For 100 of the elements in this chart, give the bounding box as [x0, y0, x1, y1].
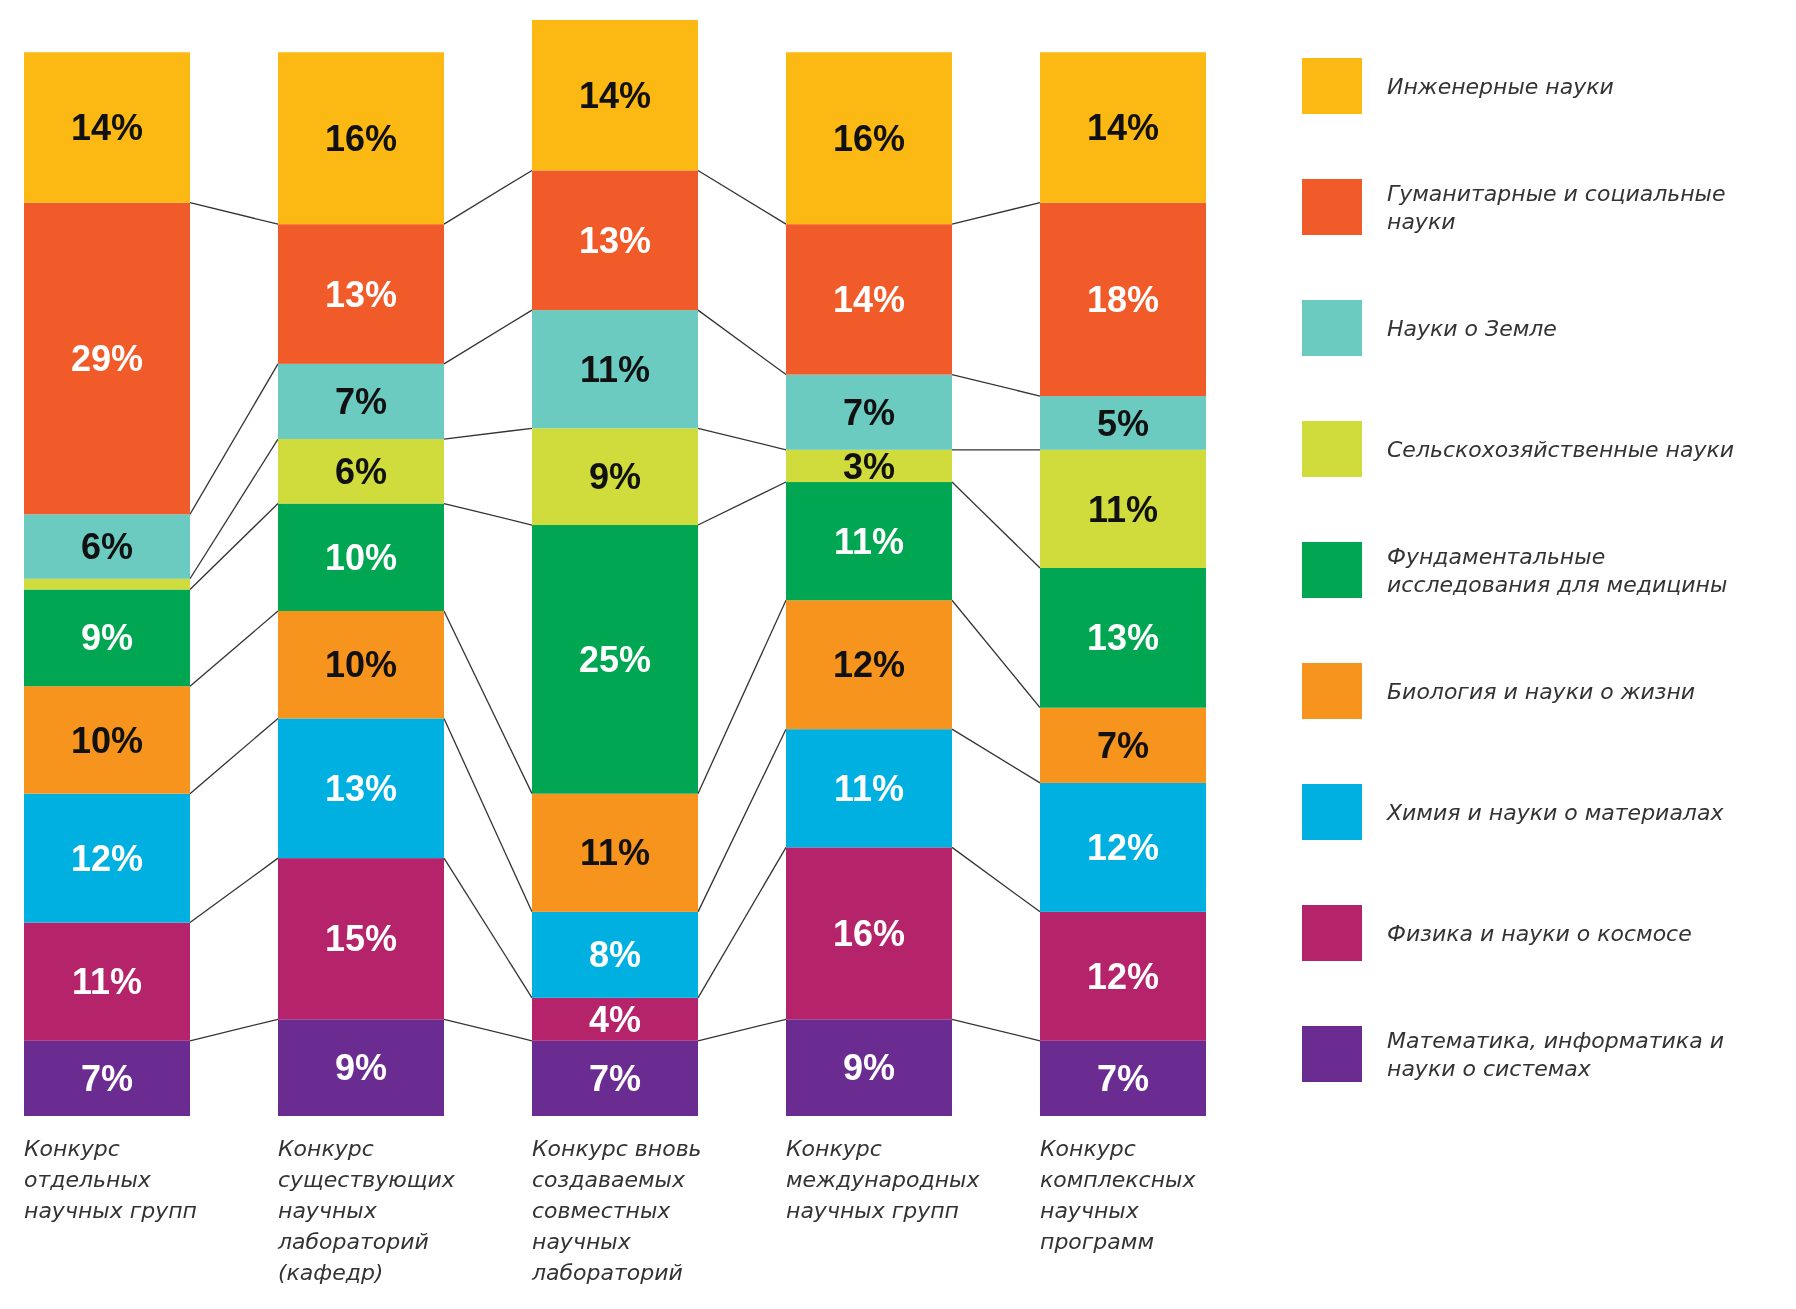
- bar: [24, 202, 190, 515]
- bar: [1040, 707, 1206, 783]
- text: Биология и науки о жизни: [1387, 678, 1696, 704]
- data-label: 10%: [324, 644, 398, 686]
- data-label: 14%: [832, 278, 906, 320]
- bar: [278, 503, 444, 611]
- data-label: 15%: [324, 918, 398, 960]
- bar: [532, 310, 698, 429]
- bar: [24, 514, 190, 579]
- bar: [532, 170, 698, 311]
- bar: [532, 428, 698, 526]
- bar: [278, 610, 444, 719]
- text: Фундаментальные исследования для медицины: [1387, 543, 1728, 597]
- data-label: 12%: [70, 837, 144, 879]
- data-label: 14%: [1086, 107, 1160, 149]
- data-label: 11%: [1087, 488, 1159, 530]
- data-label: 7%: [842, 391, 896, 433]
- data-label: 11%: [579, 832, 651, 874]
- bar: [1040, 396, 1206, 450]
- text: Гуманитарные и социальные науки: [1387, 180, 1726, 234]
- bar: [278, 363, 444, 440]
- text: Сельскохозяйственные науки: [1387, 436, 1735, 462]
- data-label: 16%: [832, 117, 906, 159]
- data-label: 6%: [80, 526, 134, 568]
- data-label: 14%: [578, 74, 652, 116]
- bar: [786, 52, 952, 225]
- bar: [278, 224, 444, 364]
- bar: [1040, 449, 1206, 568]
- bar: [278, 52, 444, 225]
- data-label: 10%: [324, 536, 398, 578]
- data-label: 9%: [588, 456, 642, 498]
- bar: [24, 686, 190, 794]
- data-label: 7%: [588, 1057, 642, 1099]
- bar: [532, 997, 698, 1041]
- bar: [278, 718, 444, 859]
- bar: [24, 52, 190, 203]
- bar: [24, 589, 190, 687]
- x-tick-label: Конкурс международных научных групп: [786, 1136, 981, 1223]
- bar: [786, 482, 952, 601]
- data-label: 4%: [588, 998, 642, 1040]
- data-label: 5%: [1096, 402, 1150, 444]
- data-label: 9%: [80, 617, 134, 659]
- bar: [532, 793, 698, 912]
- text: Науки о Земле: [1387, 315, 1557, 341]
- data-label: 18%: [1086, 278, 1160, 320]
- data-label: 12%: [1086, 826, 1160, 868]
- x-tick-label: Конкурс вновь создаваемых совместных научных лабораторий: [531, 1136, 702, 1285]
- data-label: 12%: [832, 644, 906, 686]
- data-label: 12%: [1086, 955, 1160, 997]
- bar: [532, 1040, 698, 1116]
- bar: [532, 20, 698, 171]
- data-label: 14%: [70, 107, 144, 149]
- bar: [1040, 911, 1206, 1041]
- x-tick-label: Конкурс комплексных научных программ: [1040, 1136, 1197, 1254]
- data-label: 3%: [842, 445, 896, 487]
- bar: [1040, 782, 1206, 912]
- bar: [786, 600, 952, 730]
- bar: [786, 729, 952, 848]
- bar: [24, 1040, 190, 1116]
- bar: [278, 1019, 444, 1116]
- bar: [786, 1019, 952, 1116]
- data-label: 13%: [324, 767, 398, 809]
- bar: [1040, 52, 1206, 203]
- data-label: 25%: [578, 638, 652, 680]
- bar: [1040, 1040, 1206, 1116]
- data-label: 8%: [588, 934, 642, 976]
- data-label: 29%: [70, 338, 144, 380]
- bar: [1040, 568, 1206, 708]
- data-label: 13%: [1086, 617, 1160, 659]
- bar: [24, 793, 190, 923]
- x-tick-label: Конкурс отдельных научных групп: [24, 1136, 197, 1223]
- x-tick-label: Конкурс существующих научных лабораторий (кафедр): [277, 1136, 456, 1285]
- bar: [24, 922, 190, 1041]
- text: Инженерные науки: [1387, 73, 1614, 99]
- data-label: 7%: [80, 1057, 134, 1099]
- bar: [786, 847, 952, 1020]
- bar: [532, 525, 698, 794]
- bar: [532, 911, 698, 998]
- data-label: 11%: [71, 961, 143, 1003]
- data-label: 10%: [70, 719, 144, 761]
- bar: [1040, 202, 1206, 397]
- bar: [786, 374, 952, 450]
- bar: [24, 578, 190, 590]
- data-label: 13%: [578, 219, 652, 261]
- text: Химия и науки о материалах: [1386, 799, 1725, 825]
- data-label: 11%: [833, 767, 905, 809]
- data-label: 9%: [842, 1047, 896, 1089]
- data-label: 7%: [334, 381, 388, 423]
- data-label: 16%: [324, 117, 398, 159]
- bar: [278, 439, 444, 504]
- data-label: 7%: [1096, 1057, 1150, 1099]
- data-label: 13%: [324, 273, 398, 315]
- data-label: 7%: [1096, 724, 1150, 766]
- data-label: 6%: [334, 450, 388, 492]
- data-label: 11%: [579, 348, 651, 390]
- bar: [786, 224, 952, 375]
- text: Математика, информатика и науки о системах: [1387, 1027, 1724, 1081]
- data-label: 16%: [832, 912, 906, 954]
- bar: [278, 858, 444, 1020]
- text: Физика и науки о космосе: [1387, 920, 1692, 946]
